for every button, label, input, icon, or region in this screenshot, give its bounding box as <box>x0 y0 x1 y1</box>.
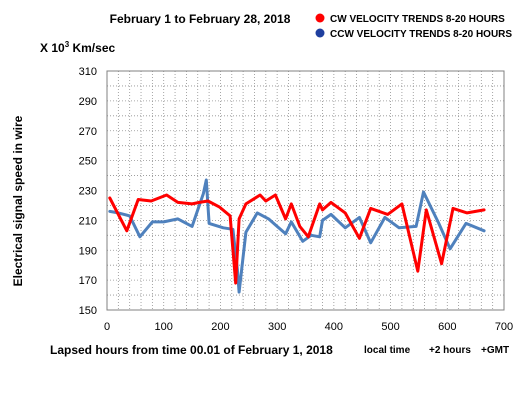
y-tick-label: 270 <box>79 126 97 138</box>
series-line-ccw <box>108 178 486 294</box>
y-tick-labels: 150 170 190 210 230 250 270 290 310 <box>79 66 97 317</box>
y-tick-label: 310 <box>79 66 97 78</box>
y-tick-label: 290 <box>79 96 97 108</box>
x-axis-note-local-time: local time <box>364 345 411 356</box>
x-tick-label: 0 <box>104 321 110 333</box>
chart-title: February 1 to February 28, 2018 <box>110 12 291 26</box>
legend-marker-cw <box>315 13 325 23</box>
legend-label-cw: CW VELOCITY TRENDS 8-20 HOURS <box>330 14 505 25</box>
series-layer <box>108 178 486 294</box>
units-label: X 103 Km/sec <box>40 40 115 55</box>
y-tick-label: 190 <box>79 245 97 257</box>
y-tick-label: 170 <box>79 275 97 287</box>
x-axis-label: Lapsed hours from time 00.01 of February… <box>50 343 333 357</box>
legend: CW VELOCITY TRENDS 8-20 HOURS CCW VELOCI… <box>315 13 512 40</box>
x-tick-label: 400 <box>325 321 343 333</box>
x-tick-label: 500 <box>381 321 399 333</box>
x-tick-label: 300 <box>268 321 286 333</box>
y-tick-label: 210 <box>79 215 97 227</box>
x-tick-label: 200 <box>211 321 229 333</box>
x-axis-note-gmt: +GMT <box>481 345 509 356</box>
legend-label-ccw: CCW VELOCITY TRENDS 8-20 HOURS <box>330 29 512 40</box>
y-axis-label: Electrical signal speed in wire <box>11 115 25 286</box>
y-tick-label: 230 <box>79 186 97 198</box>
y-tick-label: 250 <box>79 156 97 168</box>
x-axis-note-plus-2-hours: +2 hours <box>429 345 471 356</box>
grid <box>107 71 504 310</box>
x-tick-label: 100 <box>155 321 173 333</box>
y-tick-label: 150 <box>79 305 97 317</box>
x-tick-labels: 0 100 200 300 400 500 600 700 <box>104 321 513 333</box>
series-line-cw <box>108 193 486 285</box>
plot-frame <box>106 70 505 311</box>
legend-marker-ccw <box>315 28 325 38</box>
x-tick-label: 700 <box>495 321 513 333</box>
x-tick-label: 600 <box>438 321 456 333</box>
